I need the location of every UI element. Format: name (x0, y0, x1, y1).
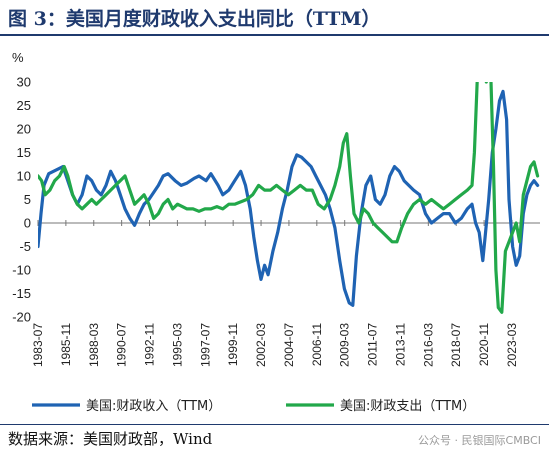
x-tick-label: 2006-11 (310, 323, 324, 366)
y-tick-label: 0 (24, 216, 31, 231)
y-axis: -20 -15 -10 -5 0 5 10 15 20 25 30 (12, 75, 31, 325)
chart-title: 图 3：美国月度财政收入支出同比（TTM） (8, 8, 381, 30)
line-chart: % -20 -15 -10 -5 0 5 10 15 20 25 30 1983-07 1985-11… (12, 50, 540, 414)
y-tick-label: 5 (24, 192, 31, 207)
legend-label-1: 美国:财政收入（TTM） (86, 399, 221, 414)
y-tick-label: 30 (17, 75, 31, 90)
x-tick-label: 1992-11 (143, 323, 157, 366)
y-axis-unit: % (12, 50, 24, 65)
x-tick-label: 1995-03 (170, 323, 184, 367)
x-tick-label: 1985-11 (59, 323, 73, 366)
y-tick-label: 15 (17, 145, 31, 160)
x-tick-label: 1997-07 (198, 323, 212, 367)
series-line-2 (38, 82, 540, 314)
x-tick-label: 2002-03 (254, 323, 268, 367)
title-divider (0, 34, 549, 36)
x-tick-label: 2013-11 (393, 323, 407, 366)
series-layer (38, 82, 540, 314)
x-tick-label: 2020-11 (477, 323, 491, 366)
y-tick-label: -5 (19, 239, 31, 254)
x-tick-label: 2009-03 (338, 323, 352, 367)
x-tick-label: 2004-07 (282, 323, 296, 367)
y-tick-label: 25 (17, 98, 31, 113)
y-tick-label: 10 (17, 169, 31, 184)
x-axis: 1983-07 1985-11 1988-03 1990-07 1992-11 1995-… (31, 220, 519, 367)
x-tick-label: 1988-03 (87, 323, 101, 367)
x-tick-label: 2011-07 (366, 323, 380, 366)
x-tick-label: 1990-07 (115, 323, 129, 367)
x-tick-label: 2016-03 (421, 323, 435, 367)
x-tick-label: 2018-07 (449, 323, 463, 367)
x-tick-label: 2023-03 (505, 323, 519, 367)
x-tick-label: 1999-11 (226, 323, 240, 366)
y-tick-label: 20 (17, 122, 31, 137)
series-line-1 (38, 89, 540, 307)
watermark: 公众号 · 民银国际CMBCI (418, 434, 541, 447)
y-tick-label: -10 (12, 263, 31, 278)
legend: 美国:财政收入（TTM） 美国:财政支出（TTM） (32, 399, 475, 414)
x-tick-label: 1983-07 (31, 323, 45, 367)
y-tick-label: -15 (12, 286, 31, 301)
footer-divider (0, 424, 549, 425)
source-note: 数据来源：美国财政部，Wind (8, 430, 213, 448)
legend-label-2: 美国:财政支出（TTM） (340, 399, 475, 414)
y-tick-label: -20 (12, 310, 31, 325)
